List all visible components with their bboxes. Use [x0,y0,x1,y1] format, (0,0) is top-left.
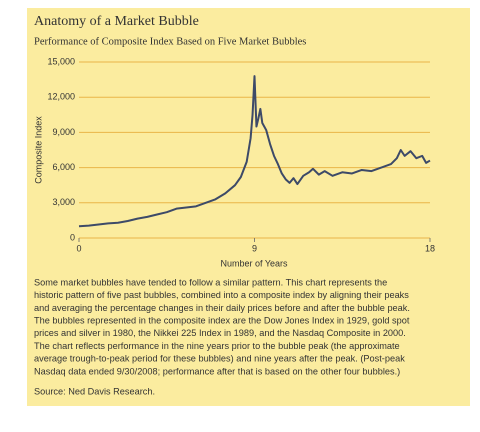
y-tick-label: 15,000 [47,56,75,66]
x-tick-label: 9 [252,243,257,253]
source: Source: Ned Davis Research. [34,386,155,396]
y-tick-label: 9,000 [52,127,75,137]
caption-line: Nasdaq data ended 9/30/2008; performance… [34,366,400,376]
caption-line: average trough-to-peak period for these … [34,354,405,364]
y-axis-label: Composite Index [33,116,43,184]
x-axis-label: Number of Years [220,258,288,268]
chart-title: Anatomy of a Market Bubble [34,14,199,29]
caption-line: Some market bubbles have tended to follo… [34,277,387,287]
y-tick-label: 0 [70,232,75,242]
y-tick-label: 3,000 [52,197,75,207]
panel [27,8,470,406]
x-tick-label: 0 [76,243,81,253]
y-tick-label: 12,000 [47,92,75,102]
caption-line: The chart reflects performance in the ni… [34,341,400,351]
y-tick-label: 6,000 [52,162,75,172]
chart-subtitle: Performance of Composite Index Based on … [34,36,306,47]
x-tick-label: 18 [425,243,435,253]
caption-line: The bubbles represented in the composite… [34,316,410,326]
caption-line: prices and silver in 1980, the Nikkei 22… [34,328,406,338]
data-line [78,75,431,228]
caption-line: and averaging the percentage changes in … [34,303,410,313]
caption-line: historic pattern of five past bubbles, c… [34,290,409,300]
